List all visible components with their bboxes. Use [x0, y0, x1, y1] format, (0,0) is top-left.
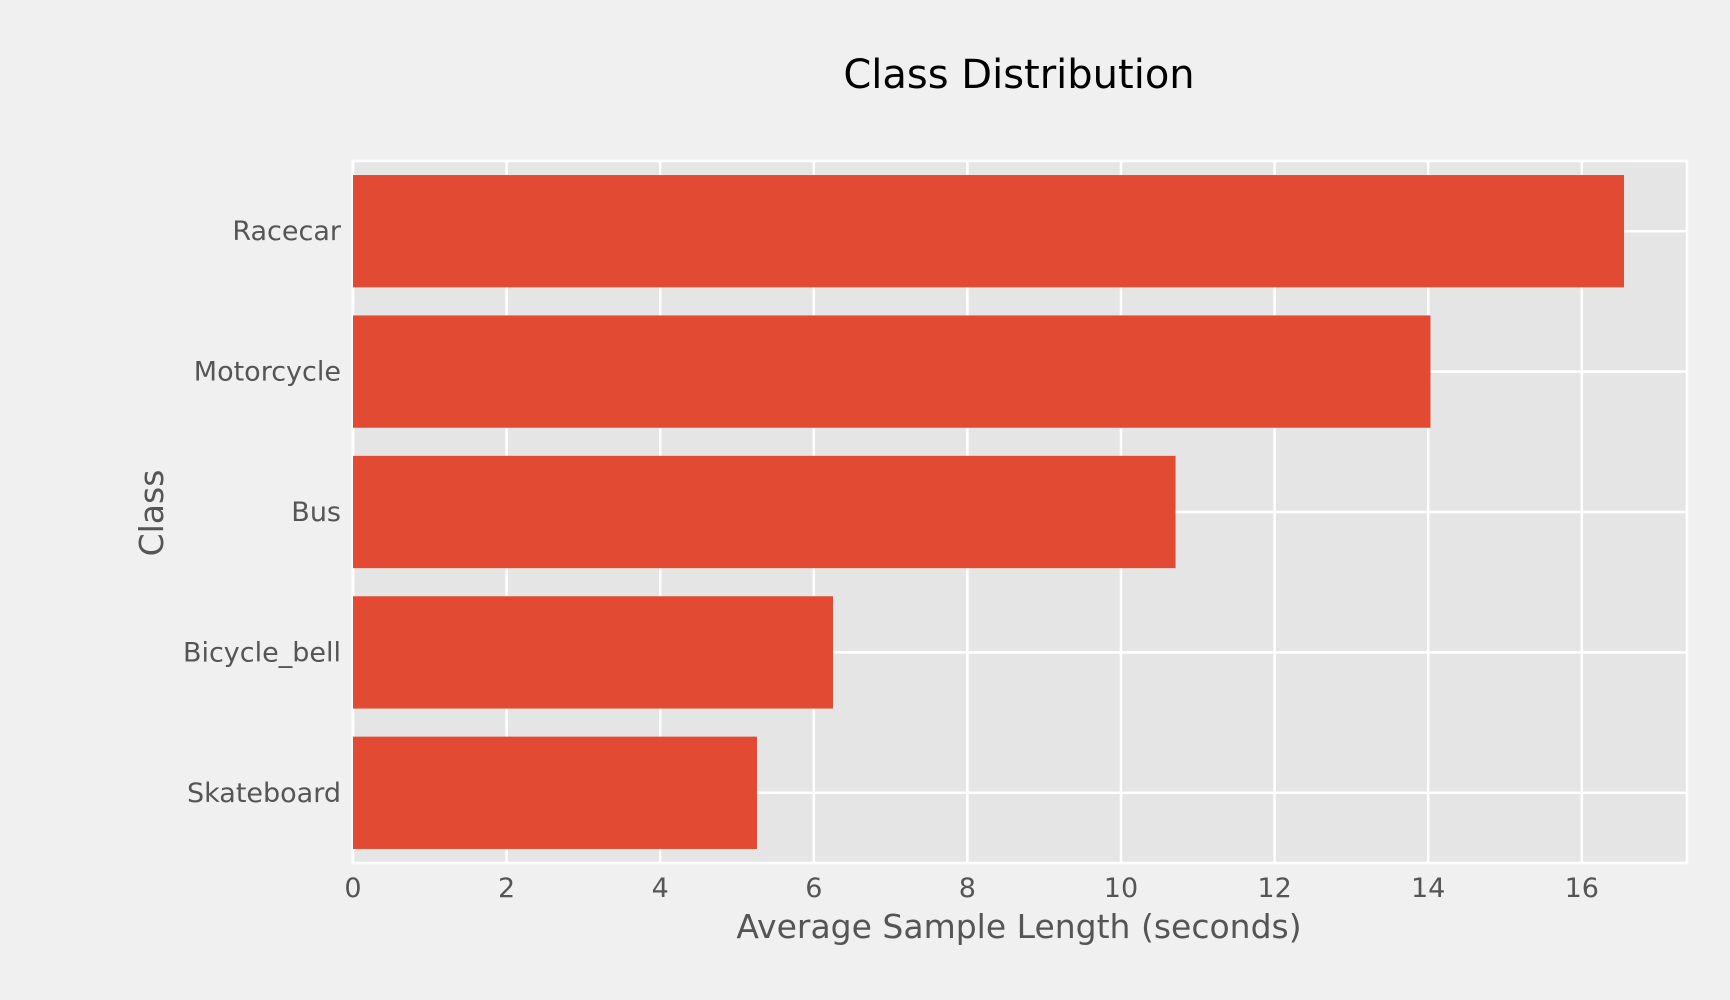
- x-tick-label: 10: [1104, 873, 1138, 904]
- bar-motorcycle: [353, 315, 1431, 428]
- x-tick-label: 14: [1411, 873, 1445, 904]
- bar-racecar: [353, 175, 1625, 288]
- bars: [353, 175, 1625, 849]
- x-axis-label: Average Sample Length (seconds): [736, 907, 1301, 946]
- x-tick-label: 16: [1565, 873, 1599, 904]
- x-axis-ticks: 0 2 4 6 8 10 12 14 16: [344, 873, 1599, 904]
- bar-skateboard: [353, 736, 757, 849]
- y-tick-label: Racecar: [232, 216, 342, 247]
- x-tick-label: 4: [652, 873, 669, 904]
- y-tick-label: Motorcycle: [194, 357, 341, 388]
- x-tick-label: 0: [344, 873, 361, 904]
- y-tick-label: Skateboard: [187, 778, 341, 809]
- x-tick-label: 12: [1257, 873, 1291, 904]
- bar-bicycle-bell: [353, 596, 833, 709]
- x-tick-label: 8: [959, 873, 976, 904]
- chart-title: Class Distribution: [843, 52, 1194, 98]
- bar-bus: [353, 455, 1176, 569]
- y-tick-label: Bus: [291, 497, 341, 528]
- y-axis-ticks: Racecar Motorcycle Bus Bicycle_bell Skateboa…: [183, 216, 342, 809]
- x-tick-label: 6: [805, 873, 822, 904]
- y-tick-label: Bicycle_bell: [183, 637, 341, 668]
- x-tick-label: 2: [498, 873, 515, 904]
- y-axis-label: Class: [132, 470, 171, 557]
